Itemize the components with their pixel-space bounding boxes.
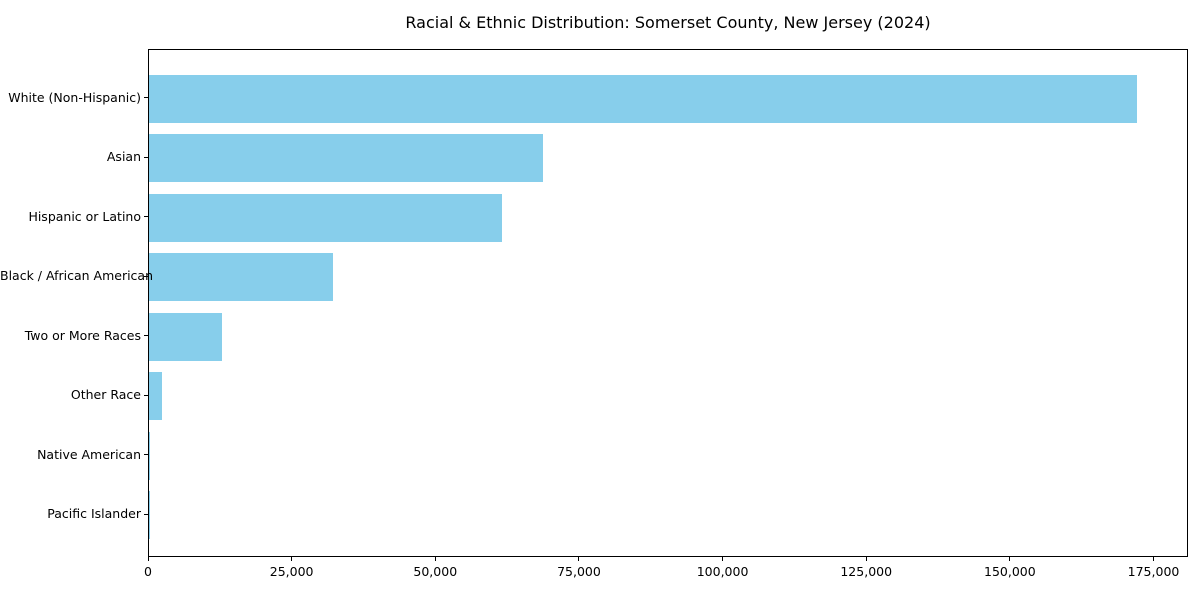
y-axis-tick bbox=[144, 275, 148, 277]
y-axis-label: Native American bbox=[37, 446, 141, 462]
y-axis-tick bbox=[144, 335, 148, 337]
x-axis-tick bbox=[865, 557, 867, 561]
y-axis-tick bbox=[144, 156, 148, 158]
x-axis-tick bbox=[291, 557, 293, 561]
chart-title: Racial & Ethnic Distribution: Somerset C… bbox=[405, 13, 931, 32]
y-axis-tick bbox=[144, 97, 148, 98]
y-axis-tick bbox=[144, 216, 148, 218]
y-axis-tick bbox=[144, 513, 148, 515]
x-axis-tick-label: 125,000 bbox=[840, 564, 893, 579]
y-axis-label: Two or More Races bbox=[24, 327, 141, 343]
bar bbox=[149, 312, 222, 361]
x-axis-tick bbox=[722, 557, 724, 561]
plot-area bbox=[148, 49, 1188, 557]
x-axis-tick-label: 150,000 bbox=[984, 564, 1036, 579]
bar bbox=[149, 134, 543, 183]
y-axis-tick bbox=[144, 394, 148, 396]
x-axis-tick-label: 50,000 bbox=[413, 564, 458, 579]
x-axis-tick-label: 25,000 bbox=[269, 564, 314, 579]
bar bbox=[149, 193, 502, 242]
bar bbox=[149, 372, 163, 421]
y-axis-label: White (Non-Hispanic) bbox=[8, 89, 141, 105]
x-axis-tick bbox=[147, 557, 149, 561]
x-axis-tick bbox=[578, 557, 580, 561]
y-axis-label: Hispanic or Latino bbox=[28, 208, 141, 224]
y-axis-tick bbox=[144, 454, 148, 456]
bar bbox=[149, 253, 333, 302]
y-axis-label: Other Race bbox=[70, 387, 141, 403]
y-axis-label: Black / African American bbox=[0, 268, 154, 284]
y-axis-label: Pacific Islander bbox=[47, 506, 141, 522]
bar bbox=[149, 431, 151, 480]
bar bbox=[149, 74, 1138, 123]
y-axis-label: Asian bbox=[106, 149, 141, 165]
x-axis-tick-label: 75,000 bbox=[557, 564, 601, 579]
x-axis-tick bbox=[1009, 557, 1011, 561]
x-axis-tick-label: 100,000 bbox=[696, 564, 749, 579]
x-axis-tick-label: 0 bbox=[144, 564, 152, 579]
x-axis-tick bbox=[434, 557, 436, 561]
x-axis-tick-label: 175,000 bbox=[1127, 564, 1180, 579]
x-axis-tick bbox=[1153, 557, 1155, 561]
